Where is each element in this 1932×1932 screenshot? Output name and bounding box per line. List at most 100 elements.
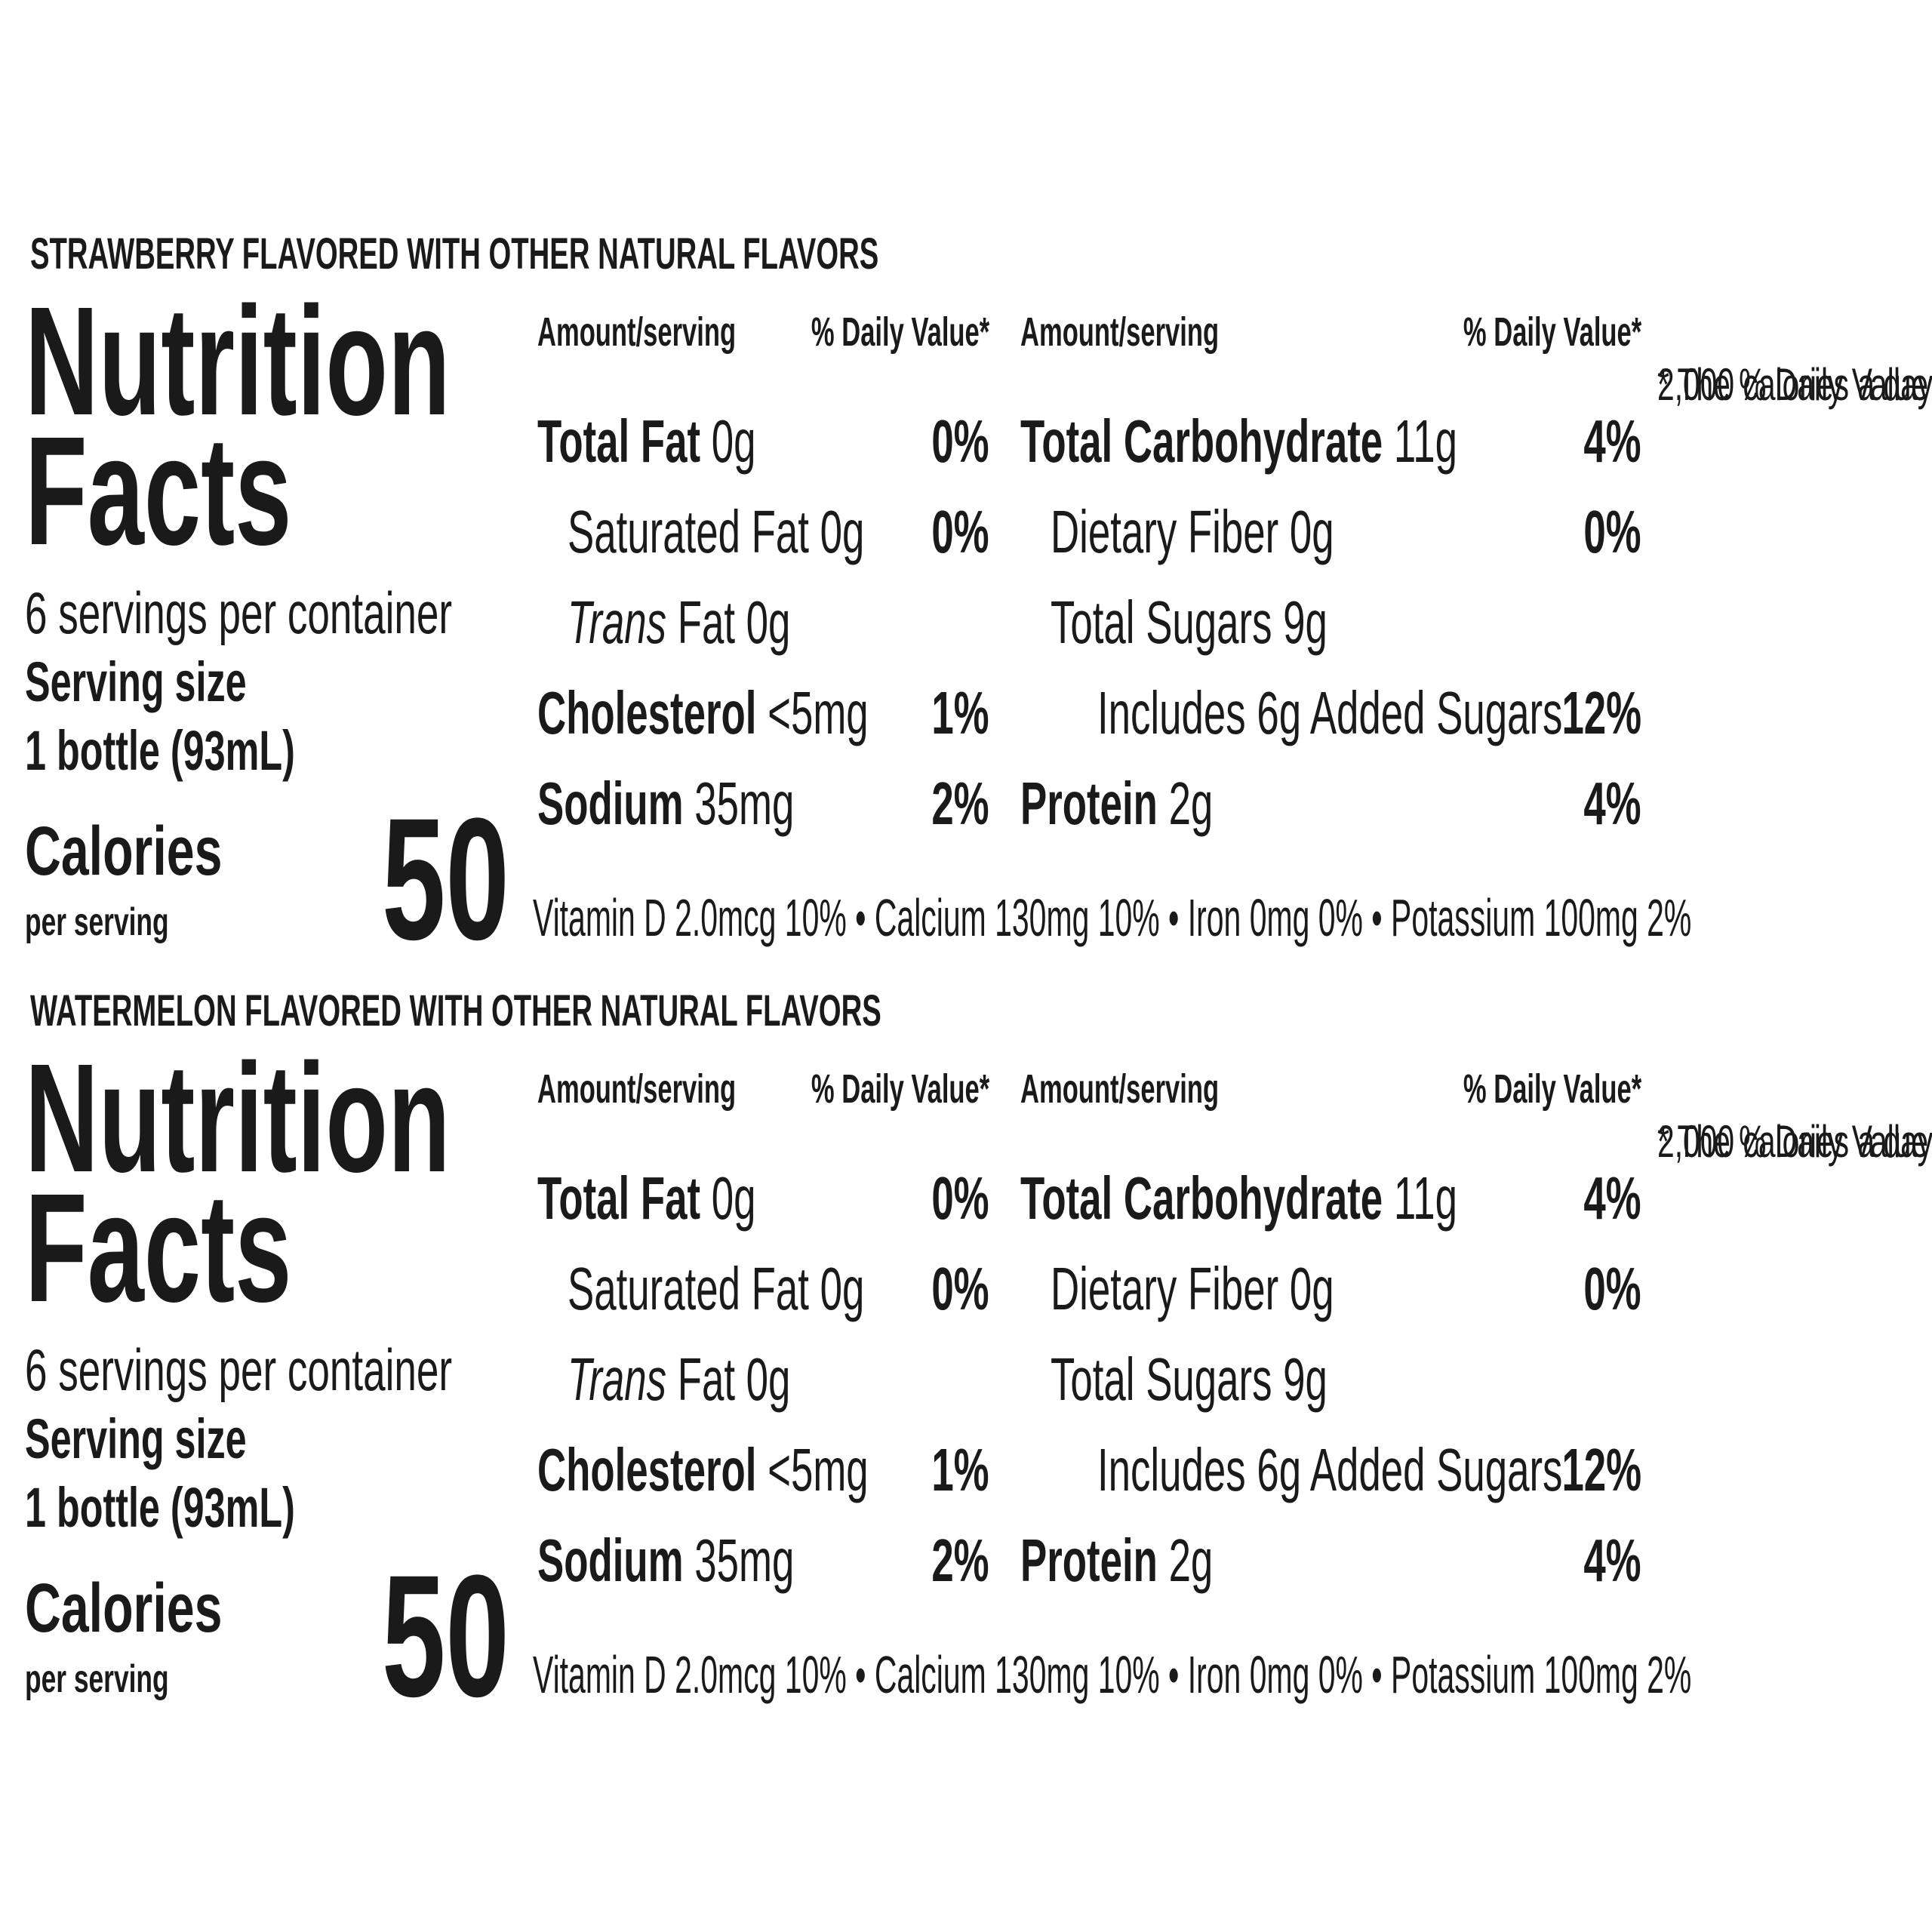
- thick-rule: [0, 8, 452, 29]
- nutrient: Total Carbohydrate 11g: [1020, 411, 1457, 472]
- footnote-text: 2,000 calories a day is used for general…: [1657, 1116, 1932, 1167]
- vitamins: Vitamin D 2.0mcg 10% • Calcium 130mg 10%…: [533, 888, 1692, 947]
- nutrient-name: Sodium: [537, 770, 684, 837]
- thick-rule: [0, 62, 621, 83]
- nutrient-name: Total Carbohydrate: [1020, 408, 1383, 475]
- serving-size-label: Serving size: [25, 651, 247, 713]
- serving-size: 1 bottle (93mL): [25, 1476, 295, 1539]
- nutrient-amount: 11g: [1393, 1164, 1458, 1232]
- thick-rule: [0, 95, 621, 116]
- calories-label: Calories: [25, 813, 223, 890]
- nutrient-italic: Trans: [568, 589, 667, 656]
- nutrient-name: Sodium: [537, 1527, 684, 1594]
- daily-value: 4%: [1583, 408, 1641, 475]
- thick-rule: [0, 157, 452, 178]
- header-dv: % Daily Value*: [811, 1066, 989, 1112]
- serving-size: 1 bottle (93mL): [25, 719, 295, 782]
- calories: 50: [382, 1539, 509, 1733]
- title-line: Nutrition: [25, 274, 451, 448]
- thick-rule: [0, 41, 452, 62]
- daily-value: 2%: [931, 1527, 989, 1594]
- servings: 6 servings per container: [25, 580, 453, 646]
- nutrient-name: Fat 0g: [677, 1346, 791, 1413]
- calories-sub: per serving: [25, 900, 169, 944]
- daily-value: 1%: [931, 1436, 989, 1503]
- header-dv: % Daily Value*: [1463, 309, 1641, 355]
- nutrient-name: Saturated Fat 0g: [568, 1255, 865, 1322]
- nutrient-name: Dietary Fiber 0g: [1051, 1255, 1334, 1322]
- nutrient: Sodium 35mg: [537, 1531, 794, 1591]
- nutrient-name: Total Carbohydrate: [1020, 1164, 1383, 1232]
- nutrient: Protein 2g: [1020, 774, 1213, 834]
- footnote-text: * The % Daily Value (DV) tells you how m…: [1657, 359, 1932, 410]
- nutrient: Trans Fat 0g: [568, 592, 790, 653]
- nutrient-name: Protein: [1020, 1527, 1158, 1594]
- daily-value: 12%: [1561, 679, 1641, 746]
- flavor: WATERMELON FLAVORED WITH OTHER NATURAL F…: [30, 986, 881, 1035]
- nutrient-name: Saturated Fat 0g: [568, 498, 865, 565]
- nutrient: Total Fat 0g: [537, 411, 755, 472]
- nutrient: Total Sugars 9g: [1051, 1349, 1327, 1410]
- nutrient-name: Total Sugars 9g: [1051, 589, 1327, 656]
- nutrient: Cholesterol <5mg: [537, 683, 869, 743]
- title-line: Facts: [25, 404, 292, 577]
- title-line: Facts: [25, 1161, 292, 1334]
- header-amount: Amount/serving: [1020, 309, 1220, 355]
- nutrient-name: Total Fat: [537, 1164, 701, 1232]
- nutrient-name: Protein: [1020, 770, 1158, 837]
- nutrient-amount: 35mg: [694, 770, 795, 837]
- nutrient: Dietary Fiber 0g: [1051, 502, 1334, 562]
- nutrient-amount: 0g: [711, 408, 756, 475]
- daily-value: 4%: [1583, 1527, 1641, 1594]
- daily-value: 4%: [1583, 1164, 1641, 1232]
- vitamins: Vitamin D 2.0mcg 10% • Calcium 130mg 10%…: [533, 1645, 1692, 1704]
- daily-value: 0%: [931, 408, 989, 475]
- daily-value: 0%: [931, 498, 989, 565]
- footnote-text: * The % Daily Value (DV) tells you how m…: [1657, 1116, 1932, 1167]
- daily-value: 12%: [1561, 1436, 1641, 1503]
- nutrient: Protein 2g: [1020, 1531, 1213, 1591]
- nutrient-italic: Trans: [568, 1346, 667, 1413]
- nutrient: Total Carbohydrate 11g: [1020, 1168, 1457, 1229]
- nutrient-amount: <5mg: [768, 1436, 869, 1503]
- nutrient-amount: 2g: [1168, 1527, 1214, 1594]
- calories: 50: [382, 782, 509, 976]
- nutrient: Cholesterol <5mg: [537, 1440, 869, 1500]
- nutrient: Total Sugars 9g: [1051, 592, 1327, 653]
- header-dv: % Daily Value*: [1463, 1066, 1641, 1112]
- calories-label: Calories: [25, 1570, 223, 1647]
- nutrient: Total Fat 0g: [537, 1168, 755, 1229]
- nutrient: Includes 6g Added Sugars: [1097, 683, 1562, 743]
- thick-rule: [0, 124, 452, 145]
- title-line: Nutrition: [25, 1031, 451, 1204]
- nutrient-amount: <5mg: [768, 679, 869, 746]
- nutrient-name: Total Fat: [537, 408, 701, 475]
- footnote-text: 2,000 calories a day is used for general…: [1657, 359, 1932, 410]
- daily-value: 0%: [1583, 1255, 1641, 1322]
- header-amount: Amount/serving: [537, 1066, 737, 1112]
- servings: 6 servings per container: [25, 1337, 453, 1403]
- daily-value: 0%: [931, 1164, 989, 1232]
- nutrient-name: Cholesterol: [537, 1436, 757, 1503]
- nutrient-name: Dietary Fiber 0g: [1051, 498, 1334, 565]
- nutrient-amount: 35mg: [694, 1527, 795, 1594]
- thick-rule: [0, 178, 621, 199]
- header-dv: % Daily Value*: [811, 309, 989, 355]
- nutrient-name: Fat 0g: [677, 589, 791, 656]
- flavor: STRAWBERRY FLAVORED WITH OTHER NATURAL F…: [30, 229, 879, 278]
- daily-value: 2%: [931, 770, 989, 837]
- header-amount: Amount/serving: [537, 309, 737, 355]
- serving-size-label: Serving size: [25, 1407, 247, 1470]
- header-amount: Amount/serving: [1020, 1066, 1220, 1112]
- nutrient-name: Includes 6g Added Sugars: [1097, 679, 1563, 746]
- nutrient: Trans Fat 0g: [568, 1349, 790, 1410]
- nutrient-amount: 2g: [1168, 770, 1214, 837]
- nutrient-amount: 0g: [711, 1164, 756, 1232]
- nutrient-name: Cholesterol: [537, 679, 757, 746]
- nutrient-name: Includes 6g Added Sugars: [1097, 1436, 1563, 1503]
- nutrient-name: Total Sugars 9g: [1051, 1346, 1327, 1413]
- daily-value: 0%: [931, 1255, 989, 1322]
- nutrient: Saturated Fat 0g: [568, 1259, 864, 1319]
- nutrient: Includes 6g Added Sugars: [1097, 1440, 1562, 1500]
